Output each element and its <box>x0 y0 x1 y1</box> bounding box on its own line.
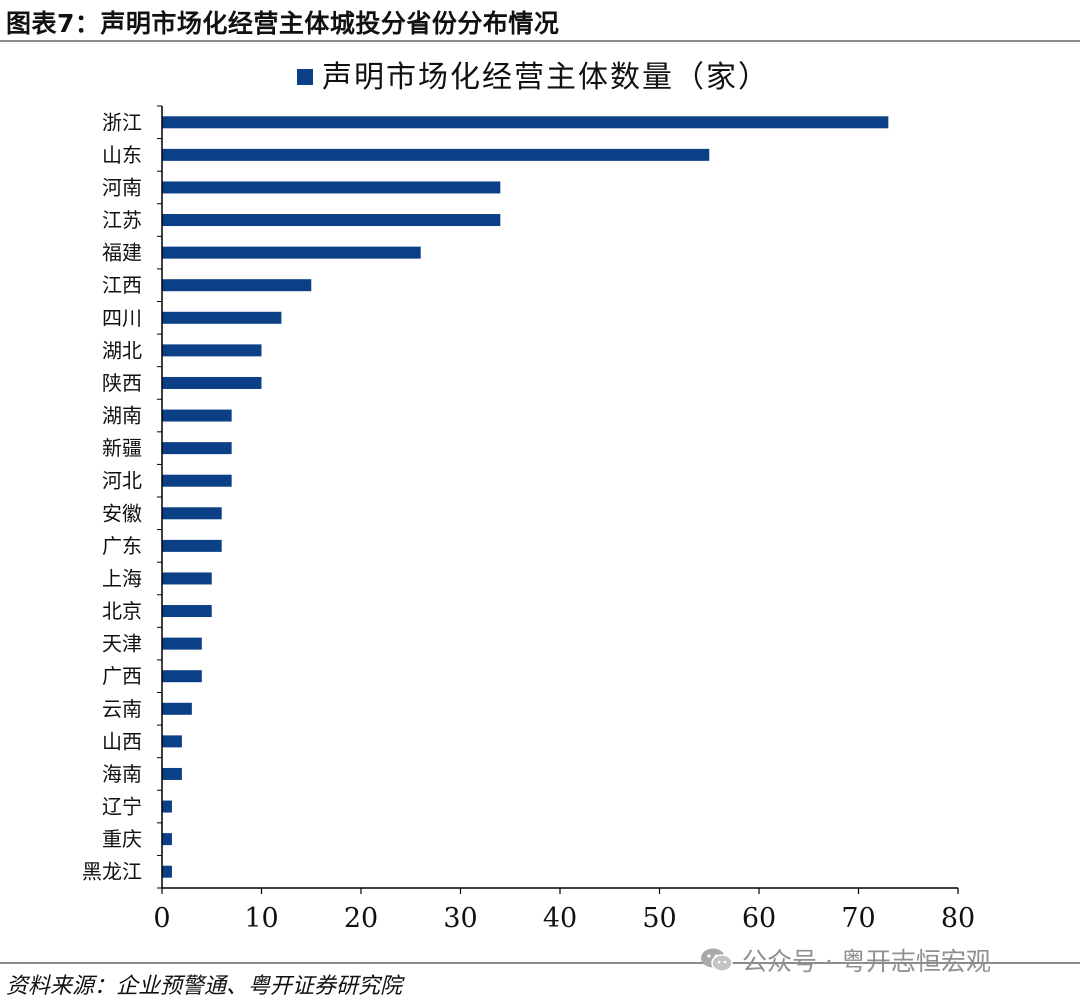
category-label: 浙江 <box>102 110 142 134</box>
category-label: 安徽 <box>102 501 142 525</box>
bar-天津 <box>162 637 202 650</box>
bar-江苏 <box>162 214 501 227</box>
x-tick-label: 70 <box>841 903 875 934</box>
bar-河南 <box>162 181 501 194</box>
bar-chart: 声明市场化经营主体数量（家） 浙江山东河南江苏福建江西四川湖北陕西湖南新疆河北安徽… <box>82 60 975 934</box>
category-label: 河南 <box>102 175 142 199</box>
category-label: 广东 <box>102 534 142 558</box>
category-label: 上海 <box>102 566 142 590</box>
category-label: 辽宁 <box>102 795 142 819</box>
top-divider <box>0 40 1080 42</box>
category-label: 天津 <box>102 632 142 656</box>
category-label: 陕西 <box>102 371 142 395</box>
figure-title: 图表7：声明市场化经营主体城投分省份分布情况 <box>6 9 560 38</box>
legend-swatch <box>297 69 313 85</box>
bar-海南 <box>162 767 182 780</box>
bar-山西 <box>162 735 182 748</box>
chart-legend: 声明市场化经营主体数量（家） <box>297 60 770 95</box>
x-tick-label: 0 <box>153 903 170 934</box>
category-label: 黑龙江 <box>82 860 142 884</box>
bar-江西 <box>162 279 312 292</box>
category-label: 新疆 <box>102 436 142 460</box>
bar-浙江 <box>162 116 889 129</box>
x-tick-label: 20 <box>344 903 378 934</box>
x-tick-label: 40 <box>543 903 577 934</box>
category-label: 海南 <box>102 762 142 786</box>
bar-湖南 <box>162 409 232 422</box>
legend-label: 声明市场化经营主体数量（家） <box>322 60 770 95</box>
bar-广西 <box>162 670 202 683</box>
bottom-divider <box>0 962 1080 964</box>
bar-福建 <box>162 246 421 259</box>
category-label: 江苏 <box>102 208 142 232</box>
bar-广东 <box>162 539 222 552</box>
category-label: 四川 <box>102 306 142 330</box>
bar-云南 <box>162 702 192 715</box>
bar-山东 <box>162 148 710 161</box>
x-tick-label: 10 <box>244 903 278 934</box>
category-label: 湖北 <box>102 338 142 362</box>
watermark-text: 公众号 · 粤开志恒宏观 <box>742 947 991 976</box>
watermark: 公众号 · 粤开志恒宏观 <box>700 942 991 978</box>
bar-河北 <box>162 474 232 487</box>
category-label: 重庆 <box>102 827 142 851</box>
x-tick-label: 30 <box>443 903 477 934</box>
source-note: 资料来源：企业预警通、粤开证券研究院 <box>6 974 403 999</box>
category-label: 广西 <box>102 664 142 688</box>
category-label: 山东 <box>102 143 142 167</box>
category-label: 湖南 <box>102 404 142 428</box>
bar-辽宁 <box>162 800 172 813</box>
category-label: 河北 <box>102 469 142 493</box>
bar-四川 <box>162 311 282 324</box>
bar-陕西 <box>162 376 262 389</box>
bar-新疆 <box>162 442 232 455</box>
category-label: 云南 <box>102 697 142 721</box>
wechat-icon <box>701 948 733 972</box>
bar-黑龙江 <box>162 865 172 878</box>
bar-湖北 <box>162 344 262 357</box>
category-label: 北京 <box>102 599 142 623</box>
bar-上海 <box>162 572 212 585</box>
category-label: 福建 <box>102 241 142 265</box>
bar-安徽 <box>162 507 222 520</box>
bar-重庆 <box>162 833 172 846</box>
x-tick-label: 50 <box>642 903 676 934</box>
x-tick-label: 80 <box>941 903 975 934</box>
bar-北京 <box>162 605 212 618</box>
x-tick-label: 60 <box>742 903 776 934</box>
category-label: 江西 <box>102 273 142 297</box>
category-label: 山西 <box>102 729 142 753</box>
